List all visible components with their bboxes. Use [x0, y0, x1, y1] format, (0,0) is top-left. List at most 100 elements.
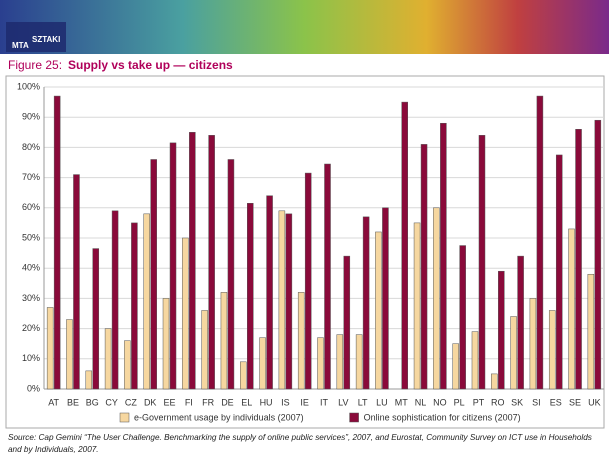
bar	[104, 328, 112, 390]
x-tick-label: LV	[338, 397, 348, 407]
bar	[498, 270, 505, 390]
bar	[529, 298, 537, 390]
bar	[555, 154, 563, 390]
bar	[536, 95, 544, 390]
bar	[568, 228, 575, 390]
logo-text: MTA	[12, 41, 29, 50]
bar	[278, 210, 286, 390]
bar	[46, 307, 54, 390]
x-tick-label: ES	[550, 397, 562, 407]
bar	[343, 255, 351, 390]
logo-text: SZTAKI	[32, 35, 60, 44]
x-tick-label: FI	[185, 397, 193, 407]
bar	[162, 298, 170, 390]
bar	[420, 144, 428, 390]
bar	[266, 195, 273, 390]
y-tick-label: 60%	[22, 202, 40, 212]
x-tick-label: FR	[202, 397, 214, 407]
bar	[182, 237, 189, 390]
x-tick-label: EL	[241, 397, 252, 407]
bar	[548, 310, 556, 390]
source-note: Source: Cap Gemini “The User Challenge. …	[8, 433, 592, 454]
bar	[459, 245, 466, 390]
y-tick-label: 50%	[22, 232, 40, 242]
x-tick-label: EE	[164, 397, 176, 407]
bar	[66, 319, 73, 390]
x-tick-label: PL	[454, 397, 465, 407]
bar	[208, 135, 215, 390]
banner	[0, 0, 609, 54]
x-tick-label: DE	[221, 397, 234, 407]
chart-title: Supply vs take up — citizens	[68, 58, 233, 72]
bar	[336, 334, 344, 390]
bar	[73, 174, 80, 390]
bar	[53, 95, 61, 390]
logo-box	[6, 22, 66, 52]
y-tick-label: 80%	[22, 142, 40, 152]
y-tick-label: 20%	[22, 323, 40, 333]
x-tick-label: CY	[105, 397, 118, 407]
y-tick-label: 0%	[27, 383, 40, 393]
x-tick-label: AT	[48, 397, 59, 407]
bar	[575, 129, 582, 390]
bar	[247, 203, 254, 390]
x-tick-label: PT	[473, 397, 485, 407]
bar	[220, 292, 228, 390]
chart-frame	[5, 75, 605, 429]
bar	[510, 316, 517, 390]
bar	[92, 248, 100, 390]
x-tick-label: NO	[433, 397, 447, 407]
x-tick-label: NL	[415, 397, 427, 407]
bar	[297, 292, 305, 390]
figure-label: Figure 25:	[8, 58, 62, 72]
x-tick-label: SK	[511, 397, 523, 407]
bar	[227, 159, 235, 390]
chart: MTA SZTAKI Figure 25: Supply vs take up …	[0, 0, 609, 429]
bar	[317, 337, 324, 390]
x-tick-label: UK	[588, 397, 601, 407]
y-tick-label: 70%	[22, 172, 40, 182]
x-tick-label: CZ	[125, 397, 137, 407]
y-tick-label: 90%	[22, 112, 40, 122]
x-tick-label: LT	[358, 397, 368, 407]
legend-label: Online sophistication for citizens (2007…	[364, 412, 521, 422]
x-tick-label: LU	[376, 397, 388, 407]
bar	[517, 255, 524, 390]
bar	[375, 231, 382, 390]
x-tick-label: RO	[491, 397, 505, 407]
bar	[355, 334, 363, 390]
bar	[587, 273, 595, 390]
bar	[259, 337, 266, 390]
bar	[240, 361, 247, 390]
bar	[304, 172, 312, 390]
bar	[131, 222, 138, 390]
x-tick-label: DK	[144, 397, 157, 407]
x-tick-label: IE	[300, 397, 309, 407]
legend-swatch	[119, 412, 130, 423]
bar	[594, 119, 602, 390]
bar	[452, 343, 459, 390]
bar	[401, 101, 408, 390]
bar	[201, 310, 208, 390]
x-tick-label: SE	[569, 397, 581, 407]
bar	[362, 216, 370, 390]
x-tick-label: SI	[532, 397, 541, 407]
x-tick-label: BG	[86, 397, 99, 407]
bar	[491, 373, 498, 390]
x-tick-label: HU	[260, 397, 273, 407]
bar	[189, 132, 196, 390]
bar	[471, 331, 479, 390]
bar	[143, 213, 150, 390]
bar	[124, 340, 131, 390]
bar	[150, 159, 157, 390]
bar	[169, 142, 177, 390]
y-tick-label: 30%	[22, 293, 40, 303]
x-tick-label: IT	[320, 397, 329, 407]
bar	[324, 163, 331, 390]
x-tick-label: MT	[395, 397, 408, 407]
legend-swatch	[349, 412, 359, 423]
bar	[478, 135, 486, 390]
x-tick-label: IS	[281, 397, 290, 407]
legend-label: e-Government usage by individuals (2007)	[134, 412, 304, 422]
